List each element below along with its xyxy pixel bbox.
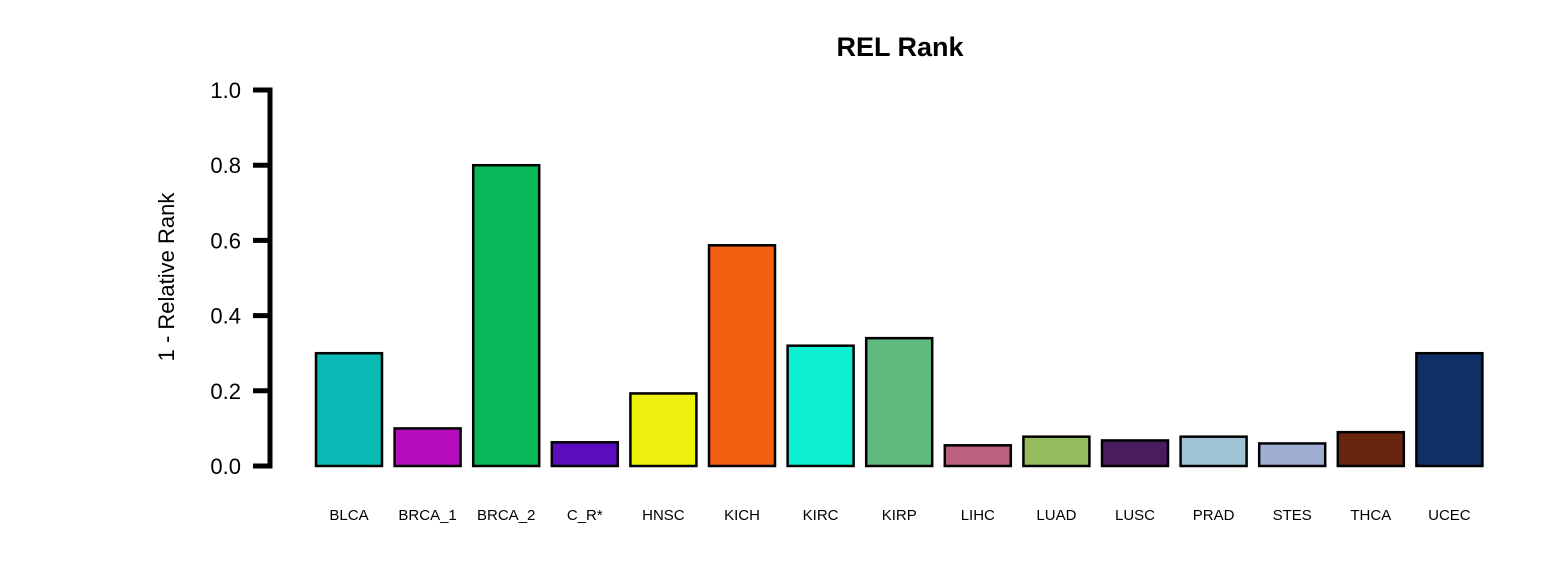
x-tick-label: BRCA_2: [477, 507, 535, 524]
x-tick-label: LIHC: [961, 507, 995, 524]
y-tick-label: 0.0: [210, 454, 241, 479]
bar-c-r: [550, 441, 620, 468]
x-tick-label: PRAD: [1193, 507, 1235, 524]
x-tick-label: BLCA: [329, 507, 368, 524]
bar-lusc: [1100, 439, 1170, 468]
x-tick-label: UCEC: [1428, 507, 1471, 524]
x-tick-label: KICH: [724, 507, 760, 524]
bar-kirp: [864, 336, 934, 468]
bar-hnsc: [629, 392, 698, 468]
bar-thca: [1336, 430, 1406, 468]
bar-luad: [1022, 435, 1091, 468]
x-tick-label: LUAD: [1036, 507, 1076, 524]
bar-prad: [1179, 435, 1248, 468]
bar-brca-2: [471, 163, 541, 468]
x-tick-label: KIRC: [803, 507, 839, 524]
x-axis-labels: BLCA BRCA_1 BRCA_2 C_R* HNSC KICH KIRC KIRP LIHC…: [329, 507, 1470, 524]
x-tick-label: HNSC: [642, 507, 685, 524]
bar-kirc: [786, 344, 855, 468]
x-tick-label: THCA: [1350, 507, 1391, 524]
bar-kich: [707, 244, 777, 468]
y-tick-label: 0.6: [210, 228, 241, 253]
x-tick-label: C_R*: [567, 507, 603, 524]
y-tick-label: 0.4: [210, 304, 241, 329]
y-tick-label: 1.0: [210, 78, 241, 103]
x-tick-label: KIRP: [882, 507, 917, 524]
y-axis-label: 1 - Relative Rank: [154, 192, 179, 362]
bar-blca: [314, 351, 384, 468]
x-tick-label: STES: [1273, 507, 1312, 524]
x-tick-label: BRCA_1: [398, 507, 456, 524]
x-tick-label: LUSC: [1115, 507, 1155, 524]
bars: [314, 163, 1484, 468]
y-axis: 0.0 0.2 0.4 0.6 0.8 1.0: [210, 78, 273, 479]
chart-title: REL Rank: [836, 32, 964, 62]
bar-stes: [1257, 442, 1327, 468]
y-tick-label: 0.8: [210, 153, 241, 178]
bar-lihc: [943, 444, 1013, 468]
bar-brca-1: [393, 427, 462, 468]
y-tick-label: 0.2: [210, 379, 241, 404]
bar-ucec: [1415, 351, 1484, 468]
